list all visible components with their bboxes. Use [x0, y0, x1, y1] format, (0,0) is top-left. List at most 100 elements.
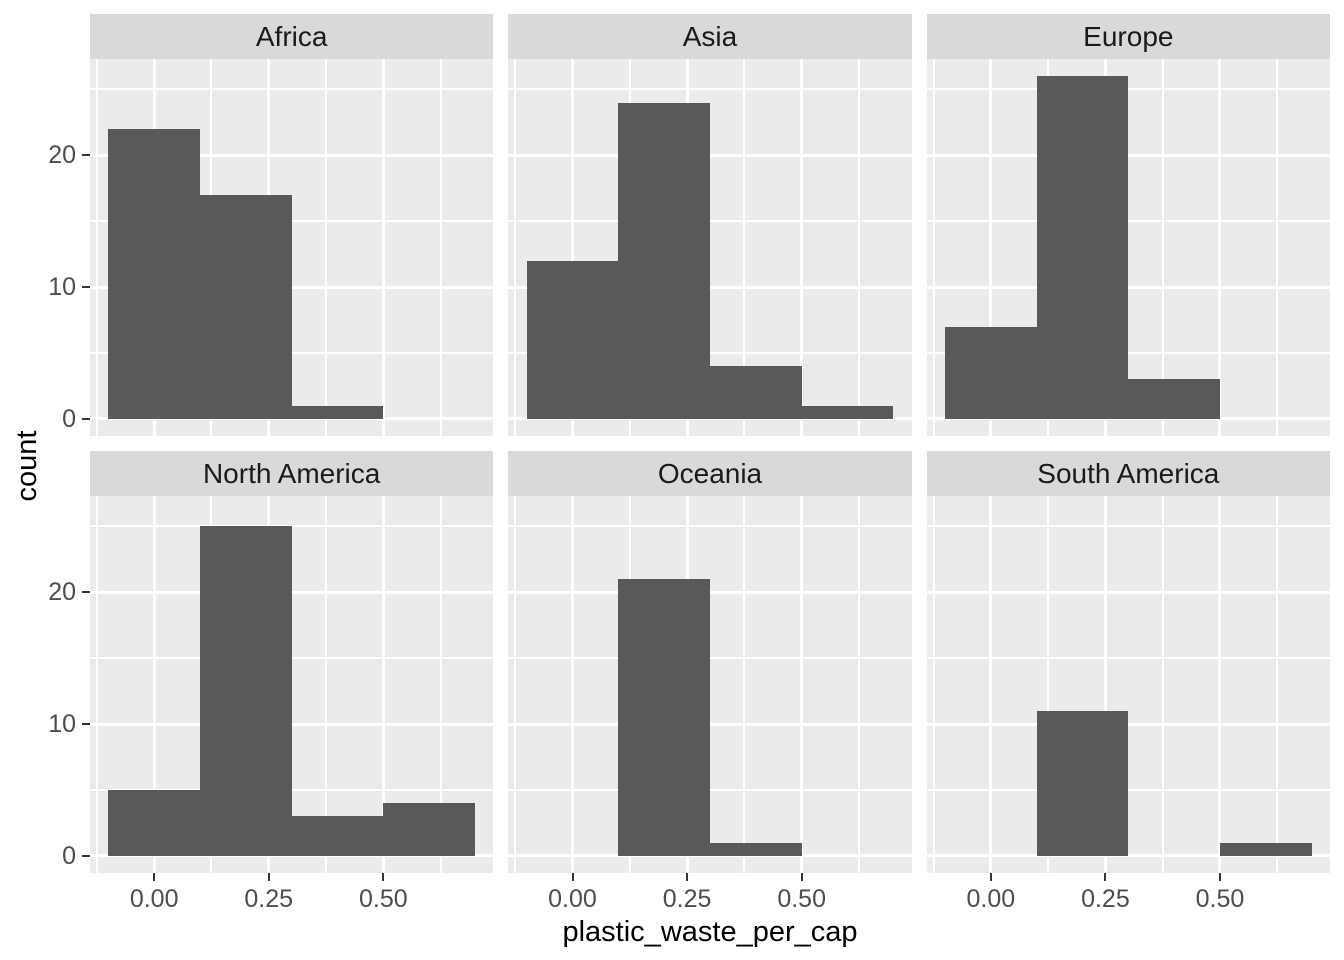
histogram-bar [291, 405, 384, 419]
x-tick-mark [1104, 873, 1107, 881]
y-tick-label: 10 [48, 273, 76, 302]
gridline-x-major [381, 496, 385, 873]
histogram-bar [1128, 379, 1220, 419]
gridline-y-major [926, 854, 1330, 858]
gridline-x-minor [743, 59, 746, 436]
gridline-x-major [800, 59, 804, 436]
histogram-bar [526, 260, 619, 419]
histogram-bar [618, 102, 710, 419]
x-tick-mark [571, 873, 574, 881]
gridline-x-minor [439, 59, 442, 436]
histogram-bar [801, 405, 894, 419]
x-tick-mark [382, 873, 385, 881]
facet-strip-label: Asia [682, 20, 738, 52]
gridline-y-minor [926, 220, 1330, 223]
gridline-y-minor [508, 657, 912, 660]
facet-strip-label: North America [202, 457, 381, 489]
y-axis-title: count [11, 430, 43, 502]
gridline-x-major [1103, 496, 1107, 873]
gridline-x-minor [1276, 496, 1279, 873]
y-tick-label: 20 [48, 141, 76, 170]
x-tick-label: 0.50 [777, 885, 826, 913]
x-tick-mark [153, 873, 156, 881]
gridline-y-major [90, 285, 494, 289]
gridline-x-major [800, 496, 804, 873]
gridline-x-minor [1161, 59, 1164, 436]
gridline-x-minor [1161, 496, 1164, 873]
gridline-y-minor [90, 657, 494, 660]
facet-panel-north-america [90, 496, 494, 873]
gridline-y-major [90, 590, 494, 594]
gridline-y-minor [90, 220, 494, 223]
histogram-bar [618, 579, 710, 856]
gridline-y-minor [508, 351, 912, 354]
y-tick-label: 0 [62, 841, 76, 870]
gridline-y-major [90, 417, 494, 421]
gridline-x-major [1218, 59, 1222, 436]
gridline-y-minor [508, 220, 912, 223]
gridline-y-major [90, 722, 494, 726]
x-tick-label: 0.25 [662, 885, 712, 913]
gridline-y-minor [926, 525, 1330, 528]
gridline-x-major [152, 496, 156, 873]
gridline-y-major [926, 153, 1330, 157]
facet-strip-oceania: Oceania [508, 451, 912, 496]
x-tick-mark [267, 873, 270, 881]
gridline-y-minor [508, 788, 912, 791]
gridline-x-minor [325, 496, 328, 873]
facet-panel-oceania [508, 496, 912, 873]
x-axis-title: plastic_waste_per_cap [562, 916, 858, 948]
x-tick-label: 0.25 [244, 885, 294, 913]
gridline-y-major [926, 285, 1330, 289]
gridline-y-major [508, 417, 912, 421]
gridline-x-major [1218, 496, 1222, 873]
histogram-bar [383, 803, 475, 856]
y-tick-mark [82, 286, 90, 289]
gridline-y-major [90, 153, 494, 157]
histogram-bar [291, 816, 384, 856]
facet-strip-label: Africa [255, 20, 328, 52]
gridline-y-minor [926, 88, 1330, 91]
histogram-bar [200, 526, 292, 856]
histogram-bar [1219, 842, 1312, 856]
gridline-y-major [508, 722, 912, 726]
gridline-y-major [508, 590, 912, 594]
gridline-y-major [508, 153, 912, 157]
gridline-y-minor [90, 351, 494, 354]
facet-panel-south-america [926, 496, 1330, 873]
x-tick-label: 0.25 [1081, 885, 1130, 913]
facet-strip-north-america: North America [90, 451, 494, 496]
gridline-x-major [381, 59, 385, 436]
gridline-x-minor [743, 496, 746, 873]
y-tick-mark [82, 854, 90, 857]
x-tick-mark [989, 873, 992, 881]
y-tick-mark [82, 723, 90, 726]
gridline-y-minor [508, 88, 912, 91]
x-tick-label: 0.00 [129, 885, 179, 913]
histogram-bar [944, 326, 1037, 419]
histogram-bar [1036, 710, 1129, 856]
gridline-x-major [989, 496, 993, 873]
gridline-y-minor [926, 351, 1330, 354]
x-tick-mark [800, 873, 803, 881]
histogram-bar [108, 128, 200, 419]
gridline-y-major [926, 722, 1330, 726]
y-tick-label: 20 [48, 578, 76, 607]
gridline-x-minor [1047, 496, 1050, 873]
facet-strip-europe: Europe [926, 14, 1330, 59]
gridline-x-minor [932, 496, 935, 873]
x-tick-mark [686, 873, 689, 881]
gridline-x-minor [514, 496, 517, 873]
gridline-y-major [926, 590, 1330, 594]
gridline-y-major [926, 417, 1330, 421]
y-tick-mark [82, 417, 90, 420]
gridline-x-minor [325, 59, 328, 436]
histogram-bar [1036, 76, 1129, 419]
gridline-x-minor [95, 496, 98, 873]
y-tick-label: 10 [48, 710, 76, 739]
gridline-x-minor [857, 59, 860, 436]
gridline-y-minor [90, 88, 494, 91]
gridline-y-minor [90, 788, 494, 791]
facet-strip-label: Oceania [657, 457, 763, 489]
gridline-x-minor [514, 59, 517, 436]
